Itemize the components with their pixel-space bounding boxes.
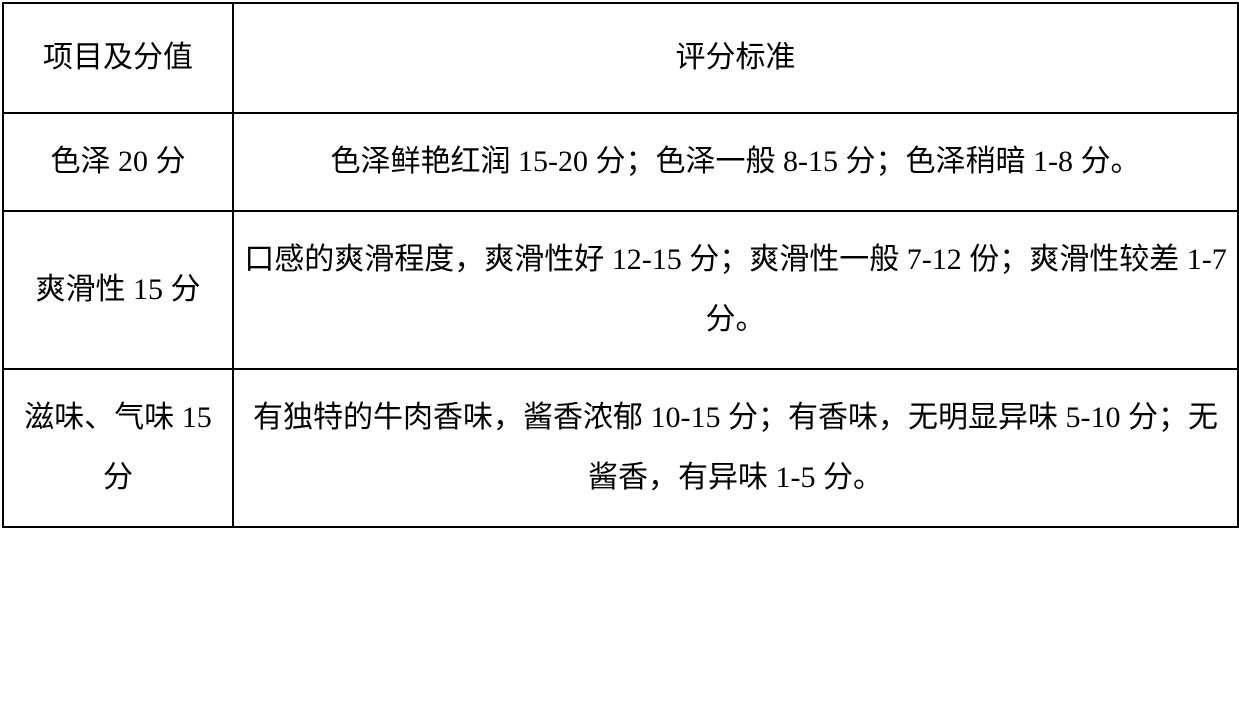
table-row: 色泽 20 分 色泽鲜艳红润 15-20 分；色泽一般 8-15 分；色泽稍暗 …: [3, 113, 1238, 211]
header-item-score: 项目及分值: [3, 3, 233, 113]
header-criteria: 评分标准: [233, 3, 1238, 113]
cell-item-score: 爽滑性 15 分: [3, 211, 233, 369]
cell-criteria: 色泽鲜艳红润 15-20 分；色泽一般 8-15 分；色泽稍暗 1-8 分。: [233, 113, 1238, 211]
cell-criteria: 有独特的牛肉香味，酱香浓郁 10-15 分；有香味，无明显异味 5-10 分；无…: [233, 369, 1238, 527]
cell-item-score: 色泽 20 分: [3, 113, 233, 211]
table-row: 滋味、气味 15 分 有独特的牛肉香味，酱香浓郁 10-15 分；有香味，无明显…: [3, 369, 1238, 527]
cell-criteria: 口感的爽滑程度，爽滑性好 12-15 分；爽滑性一般 7-12 份；爽滑性较差 …: [233, 211, 1238, 369]
table-row: 爽滑性 15 分 口感的爽滑程度，爽滑性好 12-15 分；爽滑性一般 7-12…: [3, 211, 1238, 369]
table-header-row: 项目及分值 评分标准: [3, 3, 1238, 113]
scoring-criteria-table: 项目及分值 评分标准 色泽 20 分 色泽鲜艳红润 15-20 分；色泽一般 8…: [2, 2, 1239, 528]
cell-item-score: 滋味、气味 15 分: [3, 369, 233, 527]
